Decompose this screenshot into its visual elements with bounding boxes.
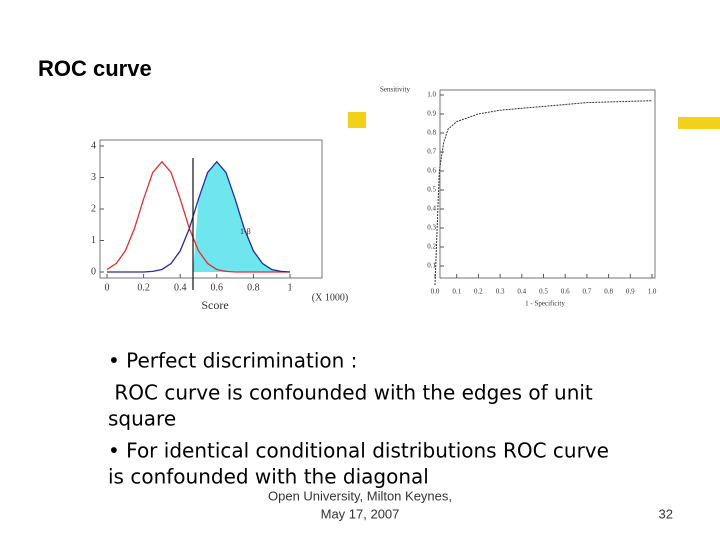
y-tick-label: 0	[91, 266, 96, 277]
body-text: • For identical conditional distribution…	[108, 439, 609, 463]
y-tick-label: 0.9	[427, 110, 436, 118]
x-tick-label: 0	[105, 282, 110, 293]
x-tick-label: 0.8	[247, 282, 260, 293]
x-tick-label: 1.0	[648, 288, 657, 296]
x-tick-label: 1	[288, 282, 293, 293]
y-tick-label: 4	[91, 140, 96, 151]
curve	[107, 160, 291, 273]
x-tick-label: 0.2	[474, 288, 483, 296]
slide-title: ROC curve	[38, 56, 152, 81]
x-tick-label: 0.9	[626, 288, 635, 296]
x-tick-label: 0.1	[452, 288, 461, 296]
highlight	[678, 117, 720, 129]
footer: May 17, 2007	[321, 506, 400, 521]
x-tick-label: 0.7	[583, 288, 592, 296]
x-tick-label: 0.2	[137, 282, 150, 293]
x-tick-label: 0.5	[539, 288, 548, 296]
x-tick-label: 0.4	[517, 288, 526, 296]
y-axis-label: Sensitivity	[380, 86, 410, 94]
y-tick-label: 2	[91, 203, 96, 214]
y-tick-label: 0.1	[427, 262, 436, 270]
x-axis-unit: (X 1000)	[312, 292, 348, 303]
x-tick-label: 0.3	[496, 288, 505, 296]
curve	[106, 160, 290, 273]
highlight	[348, 112, 366, 128]
curve	[434, 100, 653, 286]
x-axis-label: 1 - Specificity	[525, 300, 565, 308]
footer: Open University, Milton Keynes,	[268, 488, 452, 503]
x-tick-label: 0.6	[561, 288, 570, 296]
y-tick-label: 0.4	[427, 205, 436, 213]
plot-frame	[439, 89, 656, 279]
y-tick-label: 0.3	[427, 224, 436, 232]
body-text: square	[108, 407, 176, 431]
y-tick-label: 0.5	[427, 186, 436, 194]
page-number: 32	[659, 506, 673, 521]
y-tick-label: 0.6	[427, 167, 436, 175]
x-axis-label: Score	[201, 298, 228, 312]
y-tick-label: 1.0	[427, 91, 436, 99]
y-tick-label: 0.7	[427, 148, 436, 156]
x-tick-label: 0.0	[431, 288, 440, 296]
y-tick-label: 0.2	[427, 243, 436, 251]
body-text: • Perfect discrimination :	[108, 349, 357, 373]
x-tick-label: 0.6	[211, 282, 224, 293]
y-tick-label: 3	[91, 172, 96, 183]
body-text: ROC curve is confounded with the edges o…	[108, 381, 593, 405]
annotation: 1-β	[240, 227, 251, 236]
x-tick-label: 0.8	[604, 288, 613, 296]
body-text: is confounded with the diagonal	[108, 465, 429, 489]
y-tick-label: 1	[91, 235, 96, 246]
y-tick-label: 0.8	[427, 129, 436, 137]
area-fill	[193, 161, 290, 272]
x-tick-label: 0.4	[174, 282, 187, 293]
